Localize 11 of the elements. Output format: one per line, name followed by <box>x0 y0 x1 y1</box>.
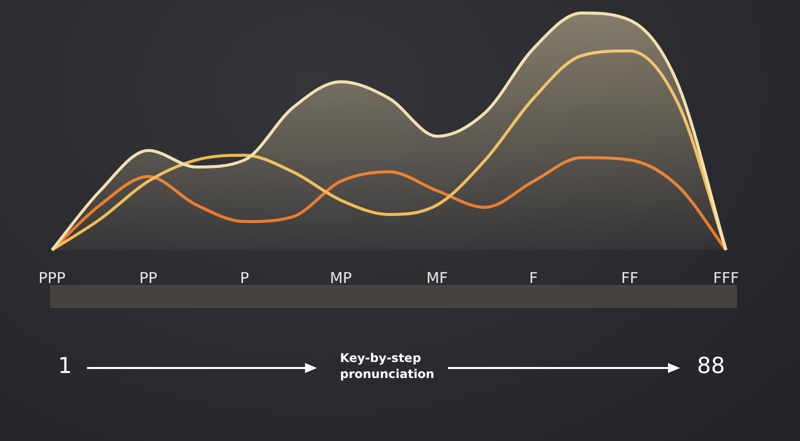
x-tick-label: FF <box>621 268 638 287</box>
x-tick-label: PP <box>139 268 158 287</box>
x-tick-label: MF <box>426 268 448 287</box>
text: 1 <box>58 354 72 379</box>
x-tick-label: P <box>240 268 250 287</box>
text: 88 <box>697 354 725 379</box>
text: Key-by-step pronunciation <box>340 350 436 382</box>
x-tick-label: PPP <box>38 268 66 287</box>
x-tick-label: FFF <box>713 268 739 287</box>
x-tick-label: F <box>529 268 538 287</box>
x-tick-label: MP <box>330 268 352 287</box>
